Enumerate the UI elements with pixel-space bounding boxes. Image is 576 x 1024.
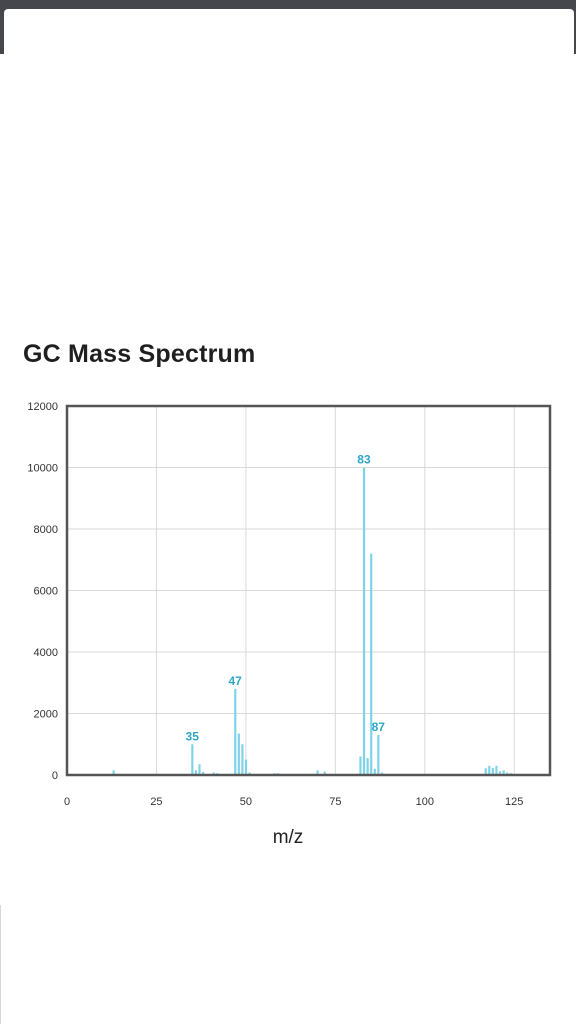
x-tick-label: 25 [150, 796, 162, 808]
spectrum-peak-bar [112, 770, 115, 775]
spectrum-peak-bar [373, 768, 376, 775]
spectrum-peak-bar [484, 768, 487, 775]
plot-frame [65, 404, 552, 777]
y-tick-label: 8000 [34, 524, 58, 536]
sheet-top-edge [4, 9, 574, 55]
y-tick-label: 4000 [34, 647, 58, 659]
x-tick-label: 100 [416, 796, 434, 808]
y-tick-label: 2000 [34, 709, 58, 721]
spectrum-peak-bar [194, 770, 197, 775]
grid-layer [67, 406, 550, 775]
spectrum-peak-bar [377, 735, 380, 775]
spectrum-peak-bar [502, 770, 505, 775]
spectrum-peak-bar [191, 744, 194, 775]
x-tick-label: 75 [329, 796, 341, 808]
spectrum-peak-bar [488, 765, 491, 775]
peak-label: 87 [372, 720, 386, 734]
spectrum-peak-bar [495, 765, 498, 775]
peak-label: 47 [228, 674, 242, 688]
page-title: GC Mass Spectrum [23, 340, 256, 368]
mass-spectrum-chart: 35 47 83 87 0 2000 4000 6000 8000 10000 12000 0 25 5… [27, 401, 552, 848]
spectrum-peak-bar [234, 688, 237, 775]
y-tick-label: 6000 [34, 586, 58, 598]
peak-label: 83 [357, 453, 371, 467]
y-tick-label: 12000 [27, 401, 58, 413]
spectrum-peak-bar [237, 733, 240, 775]
spectrum-peak-bar [201, 771, 205, 775]
x-tick-label: 50 [240, 796, 252, 808]
spectrum-peak-bar [198, 764, 201, 775]
spectrum-peak-bar [370, 553, 373, 775]
x-tick-label: 0 [64, 796, 70, 808]
spectrum-peak-bar [359, 756, 362, 775]
bar-layer [112, 467, 512, 775]
x-axis-title: m/z [273, 827, 304, 848]
spectrum-peak-bar [498, 771, 502, 775]
peak-label: 35 [186, 729, 200, 743]
spectrum-peak-bar [316, 770, 319, 775]
spectrum-peak-bar [491, 767, 494, 775]
label-layer: 35 47 83 87 [186, 453, 386, 744]
x-tick-label: 125 [505, 796, 523, 808]
y-tick-label: 0 [52, 770, 58, 782]
spectrum-peak-bar [241, 744, 244, 775]
tick-layer: 0 2000 4000 6000 8000 10000 12000 0 25 50 75 100 125 [27, 401, 523, 808]
left-edge-divider [0, 905, 1, 1024]
spectrum-peak-bar [244, 759, 248, 775]
spectrum-peak-bar [323, 771, 326, 775]
y-tick-label: 10000 [27, 463, 58, 475]
spectrum-peak-bar [362, 467, 366, 775]
spectrum-peak-bar [366, 758, 369, 775]
